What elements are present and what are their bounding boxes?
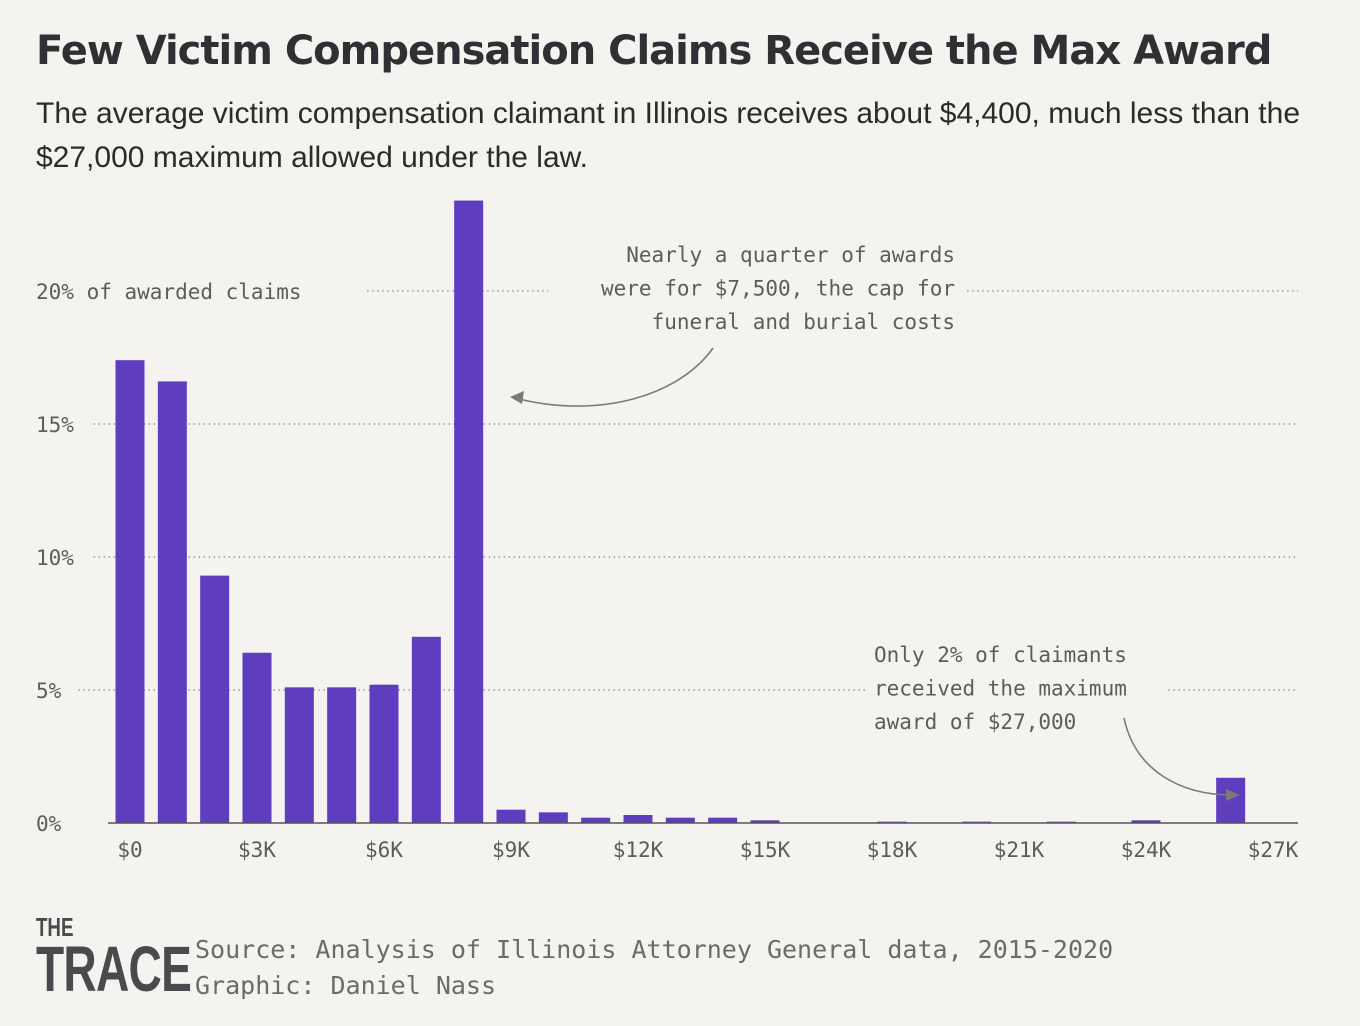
x-tick-label: $6K [365, 838, 403, 862]
annotation-backdrop [866, 636, 1166, 740]
source-note: Source: Analysis of Illinois Attorney Ge… [195, 935, 1114, 964]
histogram-bar [1131, 820, 1161, 823]
chart-title: Few Victim Compensation Claims Receive t… [36, 28, 1272, 74]
logo-the: THE [36, 912, 74, 942]
histogram-bar [115, 360, 145, 823]
histogram-bar [157, 381, 187, 823]
histogram-bar [1216, 777, 1246, 823]
histogram-bar [411, 636, 441, 823]
x-tick-label: $24K [1121, 838, 1172, 862]
x-tick-label: $0 [117, 838, 142, 862]
y-tick-label: 20% of awarded claims [36, 280, 302, 304]
arrowhead-icon [510, 391, 524, 404]
x-tick-label: $27K [1248, 838, 1299, 862]
histogram-bar [538, 812, 568, 823]
x-tick-label: $21K [994, 838, 1045, 862]
histogram-bar [284, 687, 314, 823]
histogram-bar [242, 652, 272, 823]
histogram-chart: 0% 5% 10% 15% 20% of awarded claims $0 $3K $6K $… [36, 200, 1299, 862]
annotation-max-award-line: award of $27,000 [874, 710, 1076, 734]
annotation-funeral-cap-line: were for $7,500, the cap for [601, 277, 955, 301]
annotation-max-award-line: Only 2% of claimants [874, 643, 1127, 667]
annotation-arrow-max-award [1123, 717, 1233, 796]
arrowhead-icon [1226, 789, 1240, 801]
histogram-bar [200, 575, 230, 823]
histogram-bar [623, 815, 653, 823]
histogram-bar [454, 200, 484, 823]
histogram-bar [327, 687, 357, 823]
histogram-bar [708, 817, 738, 823]
y-tick-label: 5% [36, 679, 62, 703]
x-tick-label: $15K [740, 838, 791, 862]
annotation-arrow-funeral [514, 347, 714, 407]
x-tick-label: $3K [238, 838, 276, 862]
histogram-bar [369, 684, 399, 823]
histogram-bar [581, 817, 611, 823]
histogram-bar [496, 809, 526, 823]
logo-trace: TRACE [36, 933, 192, 1005]
annotation-backdrop [548, 236, 964, 346]
graphic-credit: Graphic: Daniel Nass [195, 971, 497, 1000]
the-trace-logo: THE TRACE [36, 912, 192, 1005]
y-tick-label: 15% [36, 413, 74, 437]
y-tick-label: 0% [36, 812, 62, 836]
x-tick-label: $12K [613, 838, 664, 862]
annotation-max-award-line: received the maximum [874, 677, 1127, 701]
annotation-funeral-cap-line: Nearly a quarter of awards [626, 243, 955, 267]
y-tick-label: 10% [36, 546, 74, 570]
annotation-funeral-cap-line: funeral and burial costs [652, 310, 955, 334]
histogram-bar [750, 820, 780, 823]
source-block: Source: Analysis of Illinois Attorney Ge… [195, 932, 1113, 1004]
chart-subtitle: The average victim compensation claimant… [36, 97, 1300, 174]
histogram-bar [665, 817, 695, 823]
x-tick-label: $18K [867, 838, 918, 862]
x-tick-label: $9K [492, 838, 530, 862]
